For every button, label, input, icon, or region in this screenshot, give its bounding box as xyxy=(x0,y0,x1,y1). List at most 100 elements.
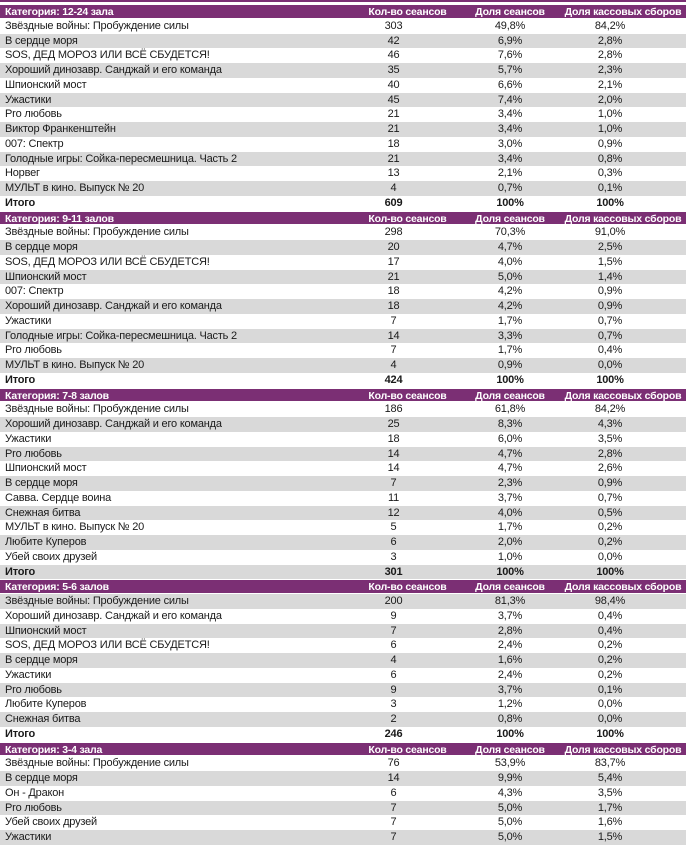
boxoffice-share-cell: 0,2% xyxy=(597,536,623,548)
table-row: Он - Дракон 6 4,3% 3,5% xyxy=(0,786,686,801)
movie-title-cell: Шпионский мост xyxy=(5,270,87,283)
session-share-cell: 0,8% xyxy=(497,713,523,725)
session-share-cell: 2,3% xyxy=(497,477,523,489)
total-row: Итого 246 100% 100% xyxy=(0,726,686,742)
movie-title-cell: SOS, ДЕД МОРОЗ ИЛИ ВСЁ СБУДЕТСЯ! xyxy=(5,639,210,652)
session-share-cell: 5,0% xyxy=(497,270,523,283)
table-row: Шпионский мост 14 4,7% 2,6% xyxy=(0,461,686,476)
table-row: SOS, ДЕД МОРОЗ ИЛИ ВСЁ СБУДЕТСЯ! 6 2,4% 0,2… xyxy=(0,638,686,653)
session-share-cell: 1,0% xyxy=(497,550,523,563)
movie-title-cell: Хороший динозавр. Санджай и его команда xyxy=(5,418,222,430)
session-share-cell: 1,2% xyxy=(497,698,523,711)
boxoffice-share-cell: 2,8% xyxy=(597,34,623,47)
table-row: SOS, ДЕД МОРОЗ ИЛИ ВСЁ СБУДЕТСЯ! 46 7,6% 2,… xyxy=(0,48,686,63)
boxoffice-share-cell: 1,6% xyxy=(597,816,623,829)
session-share-cell: 3,0% xyxy=(497,137,523,150)
table-top-rule xyxy=(0,0,686,2)
boxoffice-share-cell: 83,7% xyxy=(594,757,626,770)
sessions-cell: 13 xyxy=(387,167,400,180)
sessions-cell: 7 xyxy=(390,801,397,814)
table-row: В сердце моря 42 6,9% 2,8% xyxy=(0,33,686,49)
boxoffice-share-cell: 4,3% xyxy=(597,418,623,430)
table-row: МУЛЬТ в кино. Выпуск № 20 4 0,7% 0,1% xyxy=(0,181,686,196)
table-row: Хороший динозавр. Санджай и его команда 3… xyxy=(0,63,686,78)
boxoffice-share-cell: 0,1% xyxy=(597,182,623,194)
total-sessions-cell: 301 xyxy=(384,565,403,578)
table-row: Савва. Сердце воина 11 3,7% 0,7% xyxy=(0,491,686,506)
movie-title-cell: Снежная битва xyxy=(5,713,81,725)
movie-title-cell: Голодные игры: Сойка-пересмешница. Часть… xyxy=(5,329,237,342)
session-share-cell: 7,4% xyxy=(497,93,523,106)
movie-title-cell: МУЛЬТ в кино. Выпуск № 20 xyxy=(5,359,145,371)
table-row: Звёздные войны: Пробуждение силы 76 53,9% 8… xyxy=(0,756,686,771)
table-row: Голодные игры: Сойка-пересмешница. Часть… xyxy=(0,328,686,344)
table-row: Ужастики 7 5,0% 1,5% xyxy=(0,830,686,845)
boxoffice-share-cell: 1,0% xyxy=(597,123,623,135)
table-row: Pro любовь 7 1,7% 0,4% xyxy=(0,343,686,358)
sessions-cell: 9 xyxy=(390,609,397,622)
boxoffice-share-cell: 0,2% xyxy=(597,654,623,666)
sessions-cell: 7 xyxy=(390,477,397,489)
sessions-cell: 2 xyxy=(390,713,397,725)
total-label-cell: Итого xyxy=(5,196,36,209)
table-row: Звёздные войны: Пробуждение силы 200 81,3%… xyxy=(0,594,686,609)
table-row: Звёздные войны: Пробуждение силы 298 70,3%… xyxy=(0,225,686,240)
table-row: Pro любовь 14 4,7% 2,8% xyxy=(0,446,686,462)
boxoffice-share-cell: 2,6% xyxy=(597,462,623,475)
movie-title-cell: Ужастики xyxy=(5,93,52,106)
movie-title-cell: Звёздные войны: Пробуждение силы xyxy=(5,403,189,416)
boxoffice-share-cell: 0,9% xyxy=(597,477,623,489)
total-label-cell: Итого xyxy=(5,727,36,740)
sessions-cell: 298 xyxy=(384,226,403,239)
session-share-cell: 6,0% xyxy=(497,432,523,445)
total-session-share-cell: 100% xyxy=(496,727,524,740)
table-row: МУЛЬТ в кино. Выпуск № 20 5 1,7% 0,2% xyxy=(0,520,686,535)
boxoffice-share-cell: 0,7% xyxy=(597,314,623,327)
sessions-cell: 6 xyxy=(390,668,397,681)
sessions-cell: 17 xyxy=(387,255,400,268)
boxoffice-share-cell: 2,8% xyxy=(597,49,623,62)
movie-title-cell: Виктор Франкенштейн xyxy=(5,123,116,135)
session-share-cell: 4,2% xyxy=(497,300,523,312)
movie-title-cell: МУЛЬТ в кино. Выпуск № 20 xyxy=(5,521,145,534)
total-sessions-cell: 246 xyxy=(384,727,403,740)
boxoffice-share-cell: 1,7% xyxy=(597,801,623,814)
total-session-share-cell: 100% xyxy=(496,373,524,386)
table-row: Звёздные войны: Пробуждение силы 303 49,8%… xyxy=(0,19,686,34)
movie-title-cell: Pro любовь xyxy=(5,447,62,460)
session-share-cell: 6,9% xyxy=(497,34,523,47)
movie-title-cell: Любите Куперов xyxy=(5,536,87,548)
session-share-cell: 5,0% xyxy=(497,831,523,843)
movie-title-cell: В сердце моря xyxy=(5,654,78,666)
movie-title-cell: Любите Куперов xyxy=(5,698,87,711)
boxoffice-share-cell: 0,9% xyxy=(597,300,623,312)
table-row: В сердце моря 4 1,6% 0,2% xyxy=(0,653,686,668)
sessions-cell: 5 xyxy=(390,521,397,534)
sessions-cell: 45 xyxy=(387,93,400,106)
total-label-cell: Итого xyxy=(5,565,36,578)
sessions-cell: 14 xyxy=(387,329,400,342)
section-category-label: Категория: 12-24 зала xyxy=(5,6,114,18)
table-row: В сердце моря 7 2,3% 0,9% xyxy=(0,476,686,491)
col-header-sessions: Кол-во сеансов xyxy=(368,212,447,225)
table-row: Любите Куперов 6 2,0% 0,2% xyxy=(0,535,686,550)
movie-title-cell: В сердце моря xyxy=(5,772,78,784)
col-header-boxoffice-share: Доля кассовых сборов xyxy=(564,212,682,225)
sessions-cell: 14 xyxy=(387,772,400,784)
boxoffice-share-cell: 3,5% xyxy=(597,432,623,445)
sessions-cell: 18 xyxy=(387,137,400,150)
table-row: Шпионский мост 7 2,8% 0,4% xyxy=(0,623,686,639)
sessions-cell: 35 xyxy=(387,64,400,76)
movie-title-cell: Ужастики xyxy=(5,314,52,327)
movie-title-cell: Савва. Сердце воина xyxy=(5,491,112,504)
boxoffice-share-cell: 0,4% xyxy=(597,609,623,622)
total-session-share-cell: 100% xyxy=(496,565,524,578)
total-session-share-cell: 100% xyxy=(496,196,524,209)
session-share-cell: 5,7% xyxy=(497,64,523,76)
session-share-cell: 6,6% xyxy=(497,78,523,91)
sessions-cell: 12 xyxy=(387,506,400,519)
movie-title-cell: Шпионский мост xyxy=(5,78,87,91)
sessions-cell: 4 xyxy=(390,359,397,371)
sessions-cell: 3 xyxy=(390,550,397,563)
sessions-cell: 40 xyxy=(387,78,400,91)
